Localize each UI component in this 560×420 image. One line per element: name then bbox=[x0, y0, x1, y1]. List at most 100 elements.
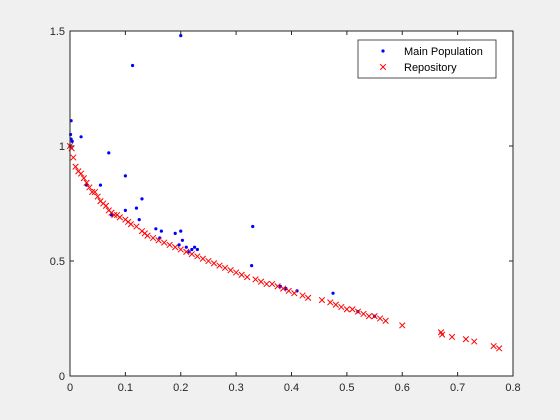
repository-point bbox=[252, 276, 259, 283]
repository-point bbox=[188, 250, 195, 258]
repository-point bbox=[177, 246, 184, 253]
repository-point bbox=[116, 214, 123, 221]
repository-point bbox=[144, 232, 151, 239]
repository-point bbox=[70, 154, 77, 161]
repository-point bbox=[343, 306, 351, 313]
main-population-point bbox=[107, 151, 111, 155]
repository-point bbox=[371, 313, 378, 320]
y-tick-label: 1 bbox=[59, 141, 65, 153]
repository-point bbox=[471, 338, 478, 345]
main-population-point bbox=[251, 224, 255, 229]
repository-point bbox=[199, 255, 207, 262]
repository-point bbox=[111, 211, 118, 219]
repository-point bbox=[365, 313, 373, 320]
repository-point bbox=[496, 345, 503, 352]
repository-point bbox=[448, 333, 456, 341]
repository-point bbox=[332, 301, 339, 308]
legend: Main Population Repository bbox=[357, 39, 497, 79]
x-tick-label: 0.5 bbox=[339, 382, 354, 394]
repository-point bbox=[327, 299, 334, 306]
repository-point bbox=[88, 188, 96, 196]
repository-point bbox=[438, 331, 446, 338]
legend-marker-1 bbox=[379, 63, 387, 71]
repository-point bbox=[299, 292, 306, 299]
main-population-point bbox=[250, 264, 254, 268]
repository-point bbox=[268, 280, 276, 288]
repository-point bbox=[285, 287, 292, 295]
x-tick-label: 0.7 bbox=[450, 382, 465, 394]
main-population-point bbox=[123, 174, 127, 178]
repository-point bbox=[86, 184, 93, 191]
main-population-point bbox=[154, 227, 158, 231]
legend-marker-0 bbox=[381, 49, 385, 53]
y-tick-label: 1.5 bbox=[50, 26, 65, 38]
data-marks bbox=[66, 34, 503, 352]
repository-point bbox=[263, 280, 270, 288]
main-population-point bbox=[98, 183, 103, 187]
main-population-point bbox=[177, 243, 181, 247]
x-axis: 0 0.1 0.2 0.3 0.4 0.5 0.6 0.7 0.8 bbox=[67, 31, 521, 394]
repository-point bbox=[399, 322, 406, 329]
repository-point bbox=[349, 306, 356, 313]
repository-point bbox=[232, 269, 240, 276]
main-population-point bbox=[331, 291, 335, 295]
main-population-point bbox=[179, 34, 183, 38]
repository-point bbox=[172, 244, 179, 251]
x-tick-label: 0 bbox=[67, 382, 73, 394]
repository-point bbox=[318, 296, 326, 304]
main-population-point bbox=[184, 245, 188, 249]
repository-point bbox=[221, 264, 229, 272]
repository-point bbox=[133, 223, 140, 230]
y-tick-label: 0 bbox=[59, 371, 65, 383]
repository-point bbox=[102, 202, 110, 209]
repository-point bbox=[155, 237, 162, 244]
repository-point bbox=[291, 290, 298, 297]
x-tick-label: 0.6 bbox=[395, 382, 410, 394]
x-tick-label: 0.8 bbox=[505, 382, 520, 394]
repository-point bbox=[94, 193, 101, 200]
repository-point bbox=[338, 303, 345, 311]
plot-area bbox=[70, 31, 513, 376]
main-population-point bbox=[180, 238, 185, 242]
main-population-point bbox=[70, 139, 74, 143]
main-population-point bbox=[140, 197, 144, 201]
x-tick-label: 0.2 bbox=[173, 382, 188, 394]
main-population-point bbox=[137, 218, 141, 222]
x-tick-label: 0.4 bbox=[284, 382, 299, 394]
repository-point bbox=[462, 336, 470, 343]
main-population-point bbox=[123, 208, 127, 212]
repository-point bbox=[160, 239, 168, 246]
repository-point bbox=[83, 179, 90, 186]
repository-point bbox=[91, 188, 99, 196]
repository-point bbox=[72, 163, 79, 170]
repository-point bbox=[354, 308, 362, 315]
main-population-point bbox=[179, 229, 183, 233]
x-tick-label: 0.3 bbox=[228, 382, 243, 394]
repository-point bbox=[80, 175, 87, 182]
repository-point bbox=[205, 257, 212, 265]
repository-point bbox=[166, 241, 173, 249]
repository-point bbox=[360, 310, 367, 318]
legend-label-0: Main Population bbox=[404, 46, 483, 58]
repository-point bbox=[257, 278, 265, 285]
legend-entries: Main Population Repository bbox=[379, 46, 483, 74]
main-population-point bbox=[79, 135, 83, 139]
legend-box bbox=[357, 39, 497, 79]
repository-point bbox=[382, 317, 389, 324]
repository-point bbox=[244, 273, 251, 281]
repository-point bbox=[127, 221, 135, 228]
repository-point bbox=[227, 267, 234, 274]
y-axis: 0 0.5 1 1.5 bbox=[50, 26, 513, 383]
repository-point bbox=[280, 285, 287, 292]
repository-point bbox=[376, 315, 384, 322]
y-tick-label: 0.5 bbox=[50, 256, 65, 268]
repository-point bbox=[490, 342, 497, 350]
repository-point bbox=[183, 248, 190, 255]
main-population-point bbox=[173, 231, 177, 235]
main-population-point bbox=[130, 63, 135, 68]
x-tick-label: 0.1 bbox=[118, 382, 133, 394]
repository-point bbox=[194, 253, 201, 260]
repository-point bbox=[210, 260, 218, 267]
series-1 bbox=[66, 142, 503, 352]
